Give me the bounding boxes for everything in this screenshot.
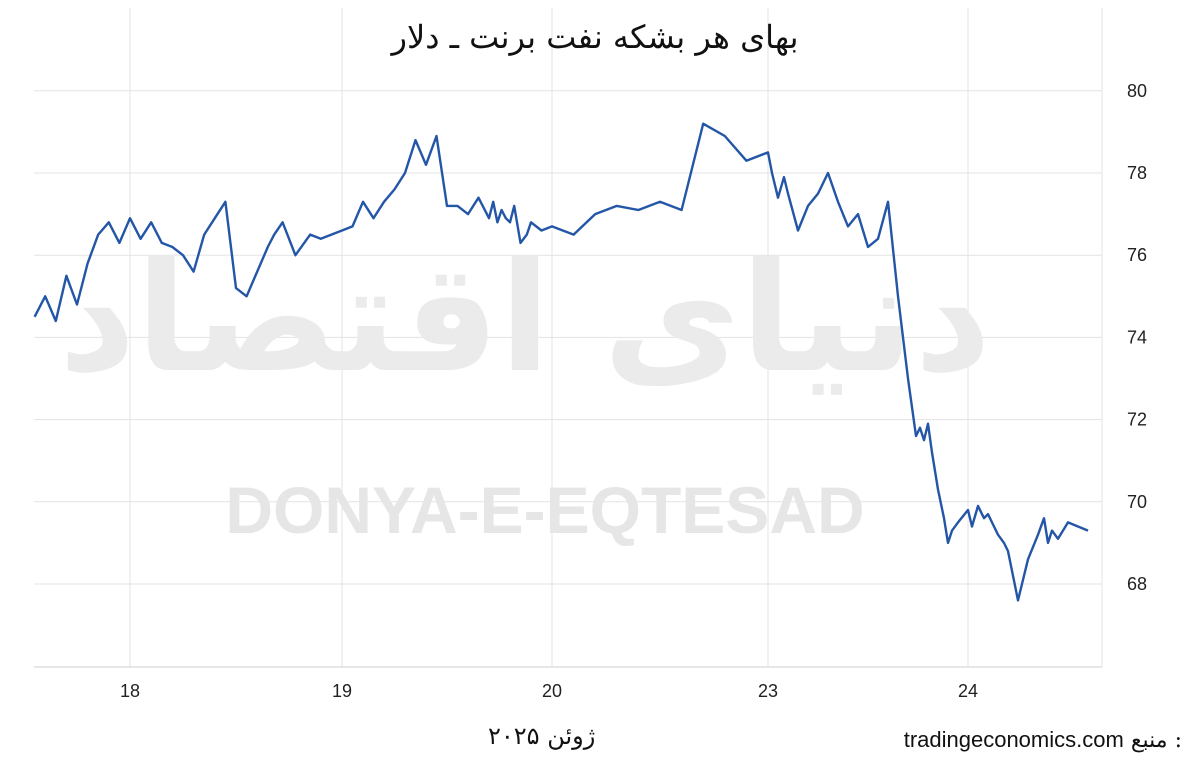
x-tick-label: 18 (120, 681, 140, 701)
y-tick-label: 76 (1127, 245, 1147, 265)
watermark-english: DONYA-E-EQTESAD (225, 473, 864, 547)
source-label: منبع : (1130, 728, 1182, 753)
y-tick-label: 80 (1127, 81, 1147, 101)
date-caption: ژوئن ۲۰۲۵ (488, 722, 596, 750)
x-tick-label: 23 (758, 681, 778, 701)
y-tick-label: 74 (1127, 327, 1147, 347)
y-axis-ticks: 68 70 72 74 76 78 80 (1127, 81, 1147, 594)
source-value: tradingeconomics.com (903, 727, 1124, 752)
grid-lines (34, 8, 1103, 668)
x-tick-label: 20 (542, 681, 562, 701)
chart-title: بهای هر بشکه نفت برنت ـ دلار (389, 18, 798, 56)
x-tick-label: 19 (332, 681, 352, 701)
y-tick-label: 78 (1127, 163, 1147, 183)
y-tick-label: 72 (1127, 410, 1147, 430)
source-caption: tradingeconomics.com منبع : (904, 727, 1182, 753)
y-tick-label: 70 (1127, 492, 1147, 512)
watermark-persian: دنیای اقتصاد (59, 232, 992, 406)
y-tick-label: 68 (1127, 574, 1147, 594)
x-tick-label: 24 (958, 681, 978, 701)
brent-price-line (33, 122, 1089, 602)
x-axis-ticks: 18 19 20 23 24 (120, 681, 978, 701)
watermark: دنیای اقتصاد DONYA-E-EQTESAD (59, 232, 992, 547)
